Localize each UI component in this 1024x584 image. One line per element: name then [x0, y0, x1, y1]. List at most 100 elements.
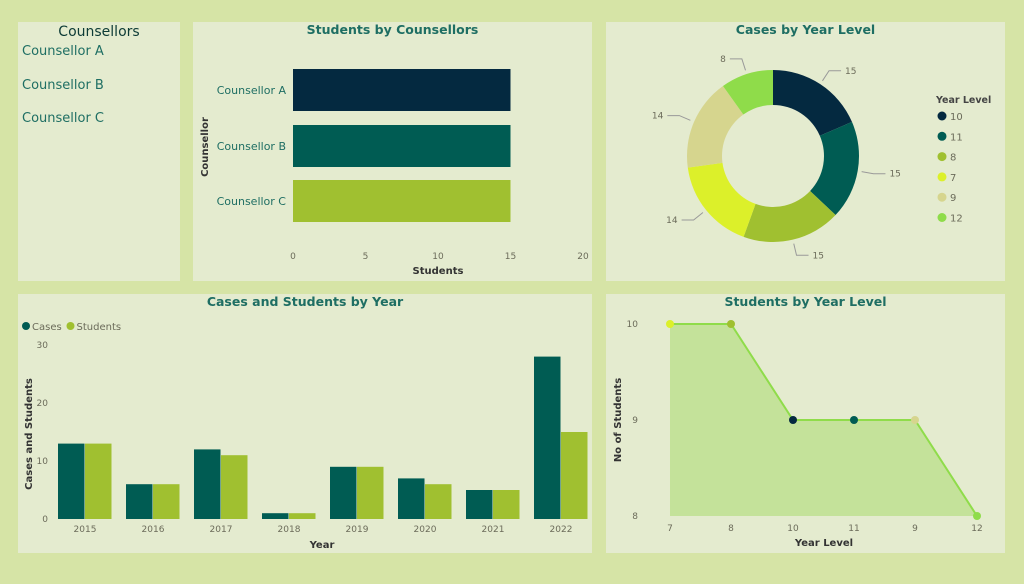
legend-label: 8	[950, 153, 956, 164]
legend-label: 7	[950, 173, 956, 184]
leader-line	[861, 171, 886, 175]
bar-cases-2022	[534, 356, 561, 519]
data-label: 8	[720, 55, 726, 65]
data-point-7	[666, 320, 674, 328]
x-tick-label: 12	[971, 524, 982, 534]
donut-slice-10	[773, 70, 852, 136]
bar-students-2016	[153, 484, 180, 519]
area-line	[670, 323, 978, 517]
students-by-year-level-chart: 8 9 10 7 8 10 11 9 12 Year Level No of Students	[613, 320, 983, 549]
x-tick-label: 2015	[74, 525, 97, 535]
bar-cases-2021	[466, 490, 493, 519]
chart-title: Cases by Year Level	[735, 22, 876, 37]
x-tick-label: 2021	[482, 525, 505, 535]
data-point-8	[727, 320, 735, 328]
data-point-10	[789, 416, 797, 424]
y-tick-label: 30	[37, 341, 49, 351]
bar-cases-2018	[262, 513, 289, 519]
y-tick-label: 0	[42, 515, 48, 525]
legend-marker-8	[937, 152, 947, 162]
y-axis-label: Counsellor	[200, 117, 211, 177]
y-tick-label: 8	[632, 512, 638, 522]
bar-cases-2020	[398, 478, 425, 519]
legend-title: Year Level	[935, 95, 991, 106]
x-tick-label: 10	[787, 524, 799, 534]
donut-slice-11	[810, 121, 859, 216]
legend-label: Cases	[32, 322, 62, 333]
bar-students-2021	[493, 490, 520, 519]
slicer-item-counsellor-a[interactable]: Counsellor A	[22, 44, 104, 59]
legend-label: 9	[950, 193, 956, 204]
leader-line	[667, 115, 691, 121]
leader-line	[822, 70, 842, 82]
slicer-item-counsellor-c[interactable]: Counsellor C	[22, 111, 105, 126]
x-tick-label: 2016	[142, 525, 165, 535]
legend-marker-students	[66, 322, 75, 330]
bar-counsellor-b	[293, 125, 511, 167]
cases-by-year-level-chart: 15 10 15 11 15 8 14 7 14 9 8 12 Year Level	[652, 55, 991, 261]
donut-slice-9	[687, 86, 744, 168]
students-by-year-level-panel: Students by Year Level 8 9 10 7 8 10 11 9 12 Year…	[606, 294, 1005, 553]
legend-marker-12	[937, 213, 947, 222]
bar-students-2018	[289, 513, 316, 519]
slicer-title: Counsellors	[58, 24, 140, 40]
bar-counsellor-a	[293, 69, 511, 111]
category-label: Counsellor C	[217, 195, 287, 208]
x-axis-label: Year	[309, 540, 335, 551]
y-tick-label: 10	[627, 320, 639, 330]
chart-title: Cases and Students by Year	[206, 294, 404, 309]
x-tick-label: 5	[363, 252, 369, 262]
donut-slice-7	[687, 162, 756, 237]
x-tick-label: 2019	[346, 525, 369, 535]
legend-marker-cases	[22, 322, 30, 330]
y-tick-label: 10	[37, 457, 49, 467]
legend-label: Students	[77, 322, 122, 333]
chart-title: Students by Counsellors	[306, 22, 479, 37]
category-label: Counsellor A	[217, 84, 287, 97]
bar-students-2017	[221, 455, 248, 519]
x-tick-label: 2020	[414, 525, 437, 535]
data-label: 15	[889, 170, 900, 180]
data-label: 14	[666, 216, 678, 226]
x-axis-label: Year Level	[794, 538, 853, 549]
x-axis-label: Students	[413, 266, 464, 277]
cases-students-by-year-chart: 0 10 20 30 2015 2016 2017 2018 2019 2020 2021 2022 Y…	[22, 322, 588, 551]
bar-cases-2017	[194, 449, 221, 519]
leader-line	[729, 58, 746, 71]
x-tick-label: 20	[577, 252, 589, 262]
x-tick-label: 8	[728, 524, 734, 534]
students-by-counsellors-chart: Counsellor A Counsellor B Counsellor C 0 5 10…	[200, 69, 589, 277]
x-tick-label: 7	[667, 524, 673, 534]
bar-counsellor-c	[293, 180, 511, 222]
legend-marker-7	[937, 172, 947, 182]
bar-cases-2019	[330, 466, 357, 519]
x-tick-label: 11	[848, 524, 859, 534]
x-tick-label: 2022	[550, 525, 573, 535]
data-label: 15	[813, 251, 824, 261]
legend-marker-9	[937, 192, 947, 202]
data-point-11	[850, 416, 858, 424]
slicer-item-counsellor-b[interactable]: Counsellor B	[22, 78, 104, 93]
legend-marker-11	[937, 131, 947, 141]
leader-line	[681, 212, 704, 221]
bar-students-2020	[425, 484, 452, 519]
cases-by-year-level-panel: Cases by Year Level 15 10 15 11 15 8 14 7 14 9 8 12…	[606, 22, 1005, 281]
donut-slice-12	[722, 70, 773, 115]
data-label: 14	[652, 112, 664, 122]
y-tick-label: 20	[37, 399, 49, 409]
x-tick-label: 9	[912, 524, 918, 534]
x-tick-label: 15	[505, 252, 516, 262]
bar-cases-2015	[58, 443, 85, 519]
x-tick-label: 0	[290, 252, 296, 262]
legend-label: 11	[950, 132, 963, 143]
counsellor-slicer: Counsellors Counsellor A Counsellor B Co…	[18, 22, 180, 281]
category-label: Counsellor B	[217, 140, 286, 153]
chart-title: Students by Year Level	[724, 294, 887, 309]
students-by-counsellors-panel: Students by Counsellors Counsellor A Coun…	[193, 22, 592, 281]
legend-label: 10	[950, 112, 963, 123]
x-tick-label: 2017	[210, 525, 233, 535]
legend-marker-10	[937, 111, 947, 121]
bar-students-2015	[85, 443, 112, 519]
data-point-9	[911, 416, 919, 424]
y-tick-label: 9	[632, 416, 638, 426]
